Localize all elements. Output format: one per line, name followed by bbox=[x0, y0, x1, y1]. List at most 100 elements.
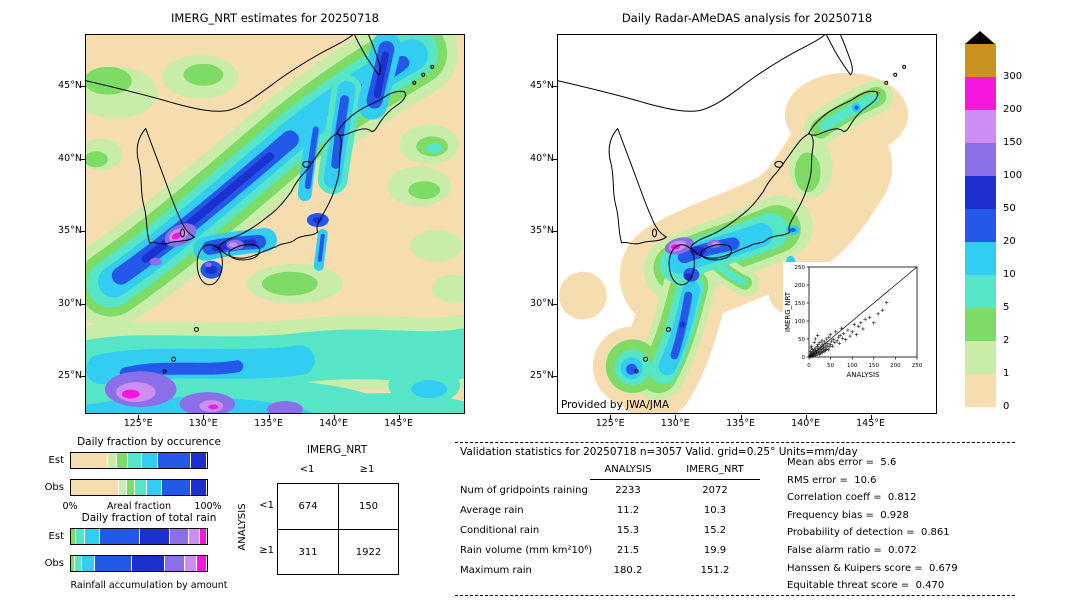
lat-tick-mark bbox=[81, 303, 85, 305]
bar-segment bbox=[162, 480, 191, 495]
one-to-one-line bbox=[808, 266, 918, 358]
lat-tick-label: 35°N bbox=[530, 225, 554, 237]
scatter-points bbox=[808, 300, 889, 359]
bar-segment bbox=[132, 556, 165, 571]
occurrence-est-label: Est bbox=[48, 455, 64, 466]
lat-tick-label: 45°N bbox=[530, 79, 554, 91]
metric-line: Hanssen & Kuipers score = 0.679 bbox=[787, 562, 958, 574]
colorbar-tick-label: 200 bbox=[1003, 104, 1023, 115]
lat-tick-mark bbox=[81, 158, 85, 160]
total-rain-title: Daily fraction of total rain bbox=[81, 512, 217, 524]
lon-tick-mark bbox=[203, 415, 205, 419]
radar-map-panel: Provided by JWA/JMA 0 0 50 50 100 100 150 150 20… bbox=[530, 34, 937, 429]
contingency-cell-hit-none: 674 bbox=[298, 501, 318, 512]
x-tick-label: 50 bbox=[827, 363, 834, 369]
validation-row: Average rain 11.2 10.3 bbox=[455, 505, 1015, 521]
total-rain-obs-bar bbox=[70, 555, 208, 572]
contingency-row-label-lt1: <1 bbox=[259, 500, 274, 511]
validation-imerg-value: 19.9 bbox=[703, 545, 727, 556]
validation-imerg-value: 10.3 bbox=[703, 505, 727, 516]
metric-line: RMS error = 10.6 bbox=[787, 474, 877, 486]
coastline bbox=[86, 35, 435, 374]
lat-tick-label: 30°N bbox=[58, 297, 82, 309]
bar-segment bbox=[71, 480, 119, 495]
colorbar-segment bbox=[965, 143, 996, 176]
bar-segment bbox=[189, 529, 201, 544]
colorbar-tick-label: 300 bbox=[1003, 71, 1023, 82]
lat-tick-mark bbox=[553, 158, 557, 160]
lon-tick-label: 135°E bbox=[254, 418, 283, 429]
validation-imerg-value: 2072 bbox=[702, 485, 728, 496]
validation-col-imerg: IMERG_NRT bbox=[686, 464, 744, 475]
lon-tick-label: 145°E bbox=[384, 418, 414, 429]
lat-tick-mark bbox=[81, 376, 85, 378]
total-rain-obs-label: Obs bbox=[44, 558, 64, 569]
x-tick-label: 250 bbox=[912, 363, 923, 369]
lon-tick-mark bbox=[870, 415, 872, 419]
bar-segment bbox=[95, 556, 133, 571]
occurrence-title: Daily fraction by occurence bbox=[77, 436, 221, 448]
occurrence-obs-bar bbox=[70, 479, 208, 496]
bar-segment bbox=[81, 556, 96, 571]
lat-tick-mark bbox=[81, 85, 85, 87]
colorbar-segment bbox=[965, 77, 996, 110]
contingency-panel: IMERG_NRT <1 ≥1 ANALYSIS <1 ≥1 674 150 3… bbox=[230, 444, 405, 584]
coastline bbox=[558, 35, 907, 374]
metric-line: Correlation coeff = 0.812 bbox=[787, 492, 917, 504]
accumulation-axis-label: Rainfall accumulation by amount bbox=[70, 580, 228, 591]
inset-scatter-plot: 0 0 50 50 100 100 150 150 200 200 250 250 ANALYSIS IM… bbox=[783, 262, 923, 380]
metric-line: Frequency bias = 0.928 bbox=[787, 509, 909, 521]
colorbar-tick-label: 0 bbox=[1003, 401, 1010, 412]
bar-segment bbox=[164, 556, 186, 571]
areal-fraction-axis-label: Areal fraction bbox=[106, 501, 171, 512]
bar-segment bbox=[99, 529, 141, 544]
bar-segment bbox=[76, 529, 85, 544]
validation-row: Num of gridpoints raining 2233 2072 bbox=[455, 485, 1015, 501]
contingency-cell-miss: 311 bbox=[278, 529, 338, 574]
colorbar-segment bbox=[965, 374, 996, 407]
lon-tick-label: 130°E bbox=[660, 418, 690, 429]
colorbar-legend: 300 200 150 100 50 20 10 5 2 1 0 bbox=[965, 31, 1045, 412]
colorbar-segment bbox=[965, 308, 996, 341]
bar-segment bbox=[75, 556, 82, 571]
lon-tick-mark bbox=[675, 415, 677, 419]
y-tick-label: 0 bbox=[802, 355, 806, 361]
y-tick-label: 150 bbox=[795, 301, 806, 307]
total-rain-est-bar bbox=[70, 528, 208, 545]
validation-row-label: Average rain bbox=[460, 505, 524, 516]
colorbar-tick-label: 5 bbox=[1003, 302, 1010, 313]
lat-tick-mark bbox=[553, 303, 557, 305]
bar-segment bbox=[71, 556, 76, 571]
lat-tick-label: 35°N bbox=[58, 225, 82, 237]
lon-tick-mark bbox=[138, 415, 140, 419]
validation-row: Conditional rain 15.3 15.2 bbox=[455, 525, 1015, 541]
lat-tick-mark bbox=[553, 85, 557, 87]
lon-tick-mark bbox=[268, 415, 270, 419]
contingency-grid: 674 150 311 1922 bbox=[277, 483, 399, 575]
metric-line: Mean abs error = 5.6 bbox=[787, 457, 897, 468]
lon-tick-mark bbox=[805, 415, 807, 419]
areal-fraction-100-label: 100% bbox=[194, 501, 222, 512]
validation-analysis-value: 21.5 bbox=[616, 545, 640, 556]
validation-analysis-value: 2233 bbox=[615, 485, 641, 496]
scatter-canvas: 00 50 50 100 100 150 150 200 200 250 250 ANALYSIS IM… bbox=[784, 265, 923, 379]
bar-segment bbox=[128, 453, 142, 468]
bar-segment bbox=[126, 480, 135, 495]
bar-segment bbox=[134, 480, 148, 495]
validation-row: Rain volume (mm km²10⁶) 21.5 19.9 bbox=[455, 545, 1015, 561]
y-tick-label: 200 bbox=[795, 283, 806, 289]
lon-tick-label: 140°E bbox=[319, 418, 349, 429]
validation-imerg-value: 15.2 bbox=[703, 525, 727, 536]
lat-tick-mark bbox=[553, 376, 557, 378]
validation-col-analysis: ANALYSIS bbox=[604, 464, 652, 475]
lon-tick-label: 125°E bbox=[595, 418, 625, 429]
x-tick-label: 100 bbox=[847, 363, 858, 369]
total-rain-est-label: Est bbox=[48, 531, 64, 542]
imerg-precipitation-field bbox=[86, 35, 464, 413]
imerg-map-panel: 45°N 40°N 35°N 30°N 25°N 125°E 130°E 135°E 140°E… bbox=[58, 34, 465, 429]
x-tick-label: 150 bbox=[869, 363, 880, 369]
colorbar-tick-label: 1 bbox=[1003, 368, 1010, 379]
colorbar-segment bbox=[965, 44, 996, 77]
header-underline bbox=[590, 479, 760, 480]
